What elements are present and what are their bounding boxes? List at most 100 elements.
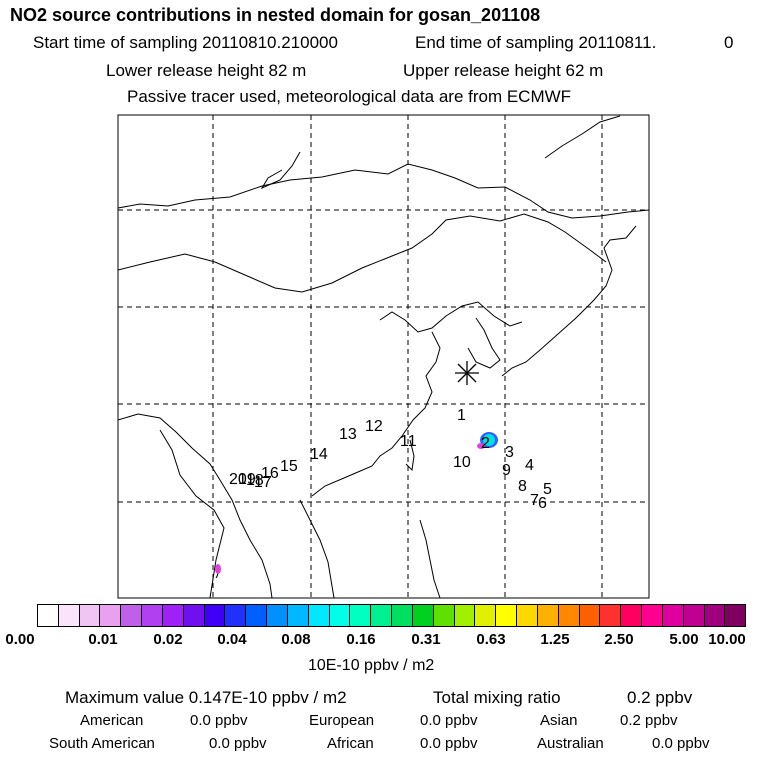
source-label: 20 [229,471,247,488]
upper-release-height: Upper release height 62 m [403,61,604,80]
color-scale-segment [308,605,330,626]
northern-border [117,163,650,219]
bohai-coast [379,301,523,333]
color-scale-segment [621,605,643,626]
asterisk-icon [455,361,479,385]
taiwan-island [405,439,415,472]
color-scale-tick-label: 0.02 [153,631,183,648]
color-scale-tick-label: 0.04 [217,631,247,648]
region-value: 0.0 ppbv [209,735,267,752]
color-scale-segment [267,605,288,626]
color-scale-segment [683,605,705,626]
page-title: NO2 source contributions in nested domai… [10,5,541,25]
china-east-coast [311,331,441,497]
region-value: 0.0 ppbv [420,712,478,729]
minor-plume [215,564,221,574]
color-scale-tick-label: 5.00 [669,631,699,648]
color-scale-segment [142,605,163,626]
region-name: Asian [540,712,578,729]
tracer-note: Passive tracer used, meteorological data… [127,87,572,106]
source-label: 10 [453,454,471,471]
kamchatka-coast [544,115,621,159]
region-value: 0.0 ppbv [652,735,710,752]
source-label: 3 [505,444,514,461]
color-scale-segment [38,605,59,626]
japan-coast [501,225,637,377]
color-scale-segment [517,605,538,626]
source-label: 17 [254,474,272,491]
color-scale-segment [704,605,726,626]
map-frame [117,114,650,599]
total-mixing-ratio-value: 0.2 ppbv [627,688,693,707]
source-label: 4 [525,457,534,474]
lat-lon-grid [118,115,649,598]
korea-peninsula [467,317,501,369]
color-scale-bar [37,604,746,627]
plume-core [483,434,495,446]
color-scale-segment [412,605,434,626]
color-scale-segment [371,605,393,626]
source-label: 19 [238,471,256,488]
region-value: 0.2 ppbv [620,712,678,729]
color-scale-tick-label: 0.16 [346,631,376,648]
color-scale-segment [496,605,518,626]
color-scale-segment [433,605,455,626]
start-time-label: Start time of sampling 20110810.210000 [33,33,338,52]
color-scale-segment [329,605,351,626]
color-scale-segment [204,605,226,626]
source-label: 18 [246,472,264,489]
region-name: European [309,712,375,729]
end-time-label: End time of sampling 20110811. [415,33,657,52]
source-label: 8 [518,478,527,495]
end-hour-label: 0 [724,33,734,52]
color-scale-segment [100,605,122,626]
philippines-coast [419,519,441,599]
maximum-value-label: Maximum value 0.147E-10 ppbv / m2 [65,688,347,707]
color-scale-segment [537,605,559,626]
color-scale-tick-label: 0.63 [476,631,506,648]
color-scale-segment [558,605,580,626]
region-name: African [327,735,374,752]
color-scale-segment [79,605,101,626]
units-label: 10E-10 ppbv / m2 [308,657,435,674]
source-label: 15 [280,458,298,475]
source-label: 2 [481,435,490,452]
myanmar-border [159,429,225,599]
lower-release-height: Lower release height 82 m [106,61,307,80]
vietnam-coast [299,499,335,599]
region-value: 0.0 ppbv [190,712,248,729]
total-mixing-ratio-label: Total mixing ratio [433,688,561,707]
color-scale-tick-label: 0.31 [411,631,441,648]
color-scale-segment [392,605,413,626]
source-label: 14 [310,446,328,463]
color-scale-segment [225,605,247,626]
source-label: 12 [365,418,383,435]
color-scale-tick-label: 0.00 [5,631,35,648]
color-scale-segment [475,605,497,626]
color-scale-segment [162,605,184,626]
color-scale-tick-label: 10.00 [708,631,746,648]
color-scale-segment [725,605,746,626]
region-name: South American [49,735,155,752]
color-scale-segment [121,605,143,626]
color-scale-segment [246,605,268,626]
region-name: American [80,712,144,729]
color-scale-segment [600,605,622,626]
source-label: 6 [538,495,547,512]
color-scale-segment [579,605,601,626]
indochina-coast [117,413,273,599]
color-scale-segment [287,605,309,626]
source-labels: 1 2 3 4 5 6 7 8 9 10 11 12 13 14 15 16 1… [229,407,552,512]
region-value: 0.0 ppbv [420,735,478,752]
color-scale-segment [662,605,684,626]
concentration-plume [215,432,498,574]
source-label: 16 [261,465,279,482]
color-scale-segment [350,605,372,626]
color-scale-tick-label: 0.01 [88,631,118,648]
source-label: 9 [502,462,511,479]
source-label: 1 [457,407,466,424]
baikal-lake [260,151,301,190]
region-name: Australian [537,735,604,752]
color-scale-segment [183,605,205,626]
